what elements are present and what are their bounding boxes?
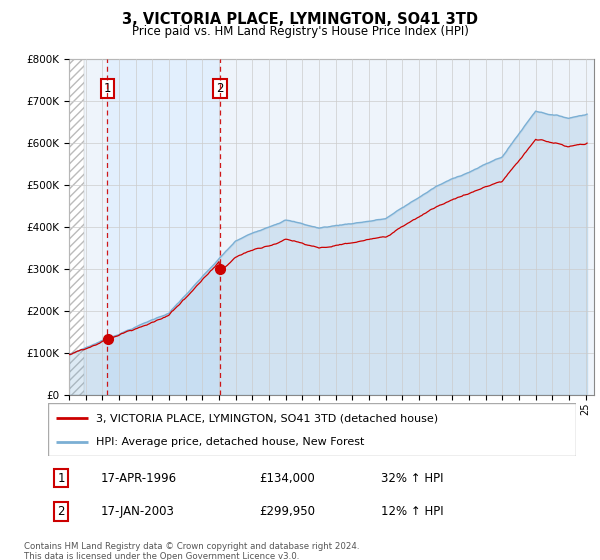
Text: HPI: Average price, detached house, New Forest: HPI: Average price, detached house, New … xyxy=(95,436,364,446)
Text: 2: 2 xyxy=(58,505,65,518)
Bar xyxy=(69,59,85,395)
FancyBboxPatch shape xyxy=(48,403,576,456)
Text: Contains HM Land Registry data © Crown copyright and database right 2024.
This d: Contains HM Land Registry data © Crown c… xyxy=(24,542,359,560)
Text: £299,950: £299,950 xyxy=(259,505,315,518)
Text: 1: 1 xyxy=(104,82,111,95)
Text: £134,000: £134,000 xyxy=(259,472,315,484)
Bar xyxy=(107,59,220,395)
Text: 3, VICTORIA PLACE, LYMINGTON, SO41 3TD: 3, VICTORIA PLACE, LYMINGTON, SO41 3TD xyxy=(122,12,478,27)
Text: Price paid vs. HM Land Registry's House Price Index (HPI): Price paid vs. HM Land Registry's House … xyxy=(131,25,469,38)
Text: 32% ↑ HPI: 32% ↑ HPI xyxy=(380,472,443,484)
Text: 3, VICTORIA PLACE, LYMINGTON, SO41 3TD (detached house): 3, VICTORIA PLACE, LYMINGTON, SO41 3TD (… xyxy=(95,413,437,423)
Text: 1: 1 xyxy=(58,472,65,484)
Text: 17-JAN-2003: 17-JAN-2003 xyxy=(101,505,175,518)
Text: 17-APR-1996: 17-APR-1996 xyxy=(101,472,177,484)
Text: 2: 2 xyxy=(216,82,224,95)
Text: 12% ↑ HPI: 12% ↑ HPI xyxy=(380,505,443,518)
